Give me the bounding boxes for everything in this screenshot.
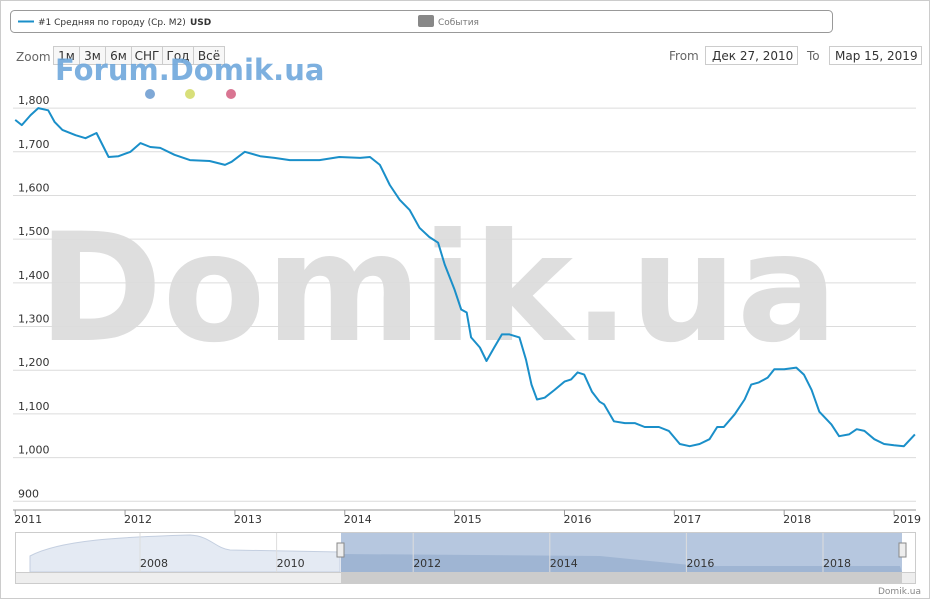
from-label: From — [669, 49, 699, 63]
x-tick-label: 2014 — [344, 513, 372, 526]
navigator-label: 2012 — [413, 557, 441, 570]
zoom-button-label: 3м — [84, 49, 101, 63]
x-tick-label: 2018 — [783, 513, 811, 526]
events-label[interactable]: События — [438, 18, 479, 28]
zoom-button-label: Год — [167, 49, 190, 63]
y-tick-label: 1,200 — [18, 356, 50, 369]
x-tick-label: 2019 — [893, 513, 921, 526]
zoom-button-label: 6м — [110, 49, 127, 63]
zoom-label: Zoom — [16, 50, 51, 64]
to-input[interactable] — [829, 46, 922, 65]
zoom-button-label: СНГ — [135, 49, 160, 63]
y-tick-label: 1,700 — [18, 138, 50, 151]
zoom-button-label: Всё — [198, 49, 220, 63]
dot — [226, 89, 236, 99]
dot — [185, 89, 195, 99]
watermark: Domik.ua — [38, 202, 838, 376]
x-tick-label: 2013 — [234, 513, 262, 526]
navigator-label: 2016 — [686, 557, 714, 570]
events-swatch — [418, 15, 434, 27]
x-tick-label: 2017 — [673, 513, 701, 526]
scrollbar-thumb[interactable] — [341, 573, 902, 583]
y-tick-label: 900 — [18, 487, 39, 500]
navigator-handle[interactable] — [898, 542, 907, 558]
navigator-handle[interactable] — [336, 542, 345, 558]
x-tick-label: 2015 — [454, 513, 482, 526]
navigator-labels: 2008 2010 2012 2014 2016 2018 — [139, 533, 851, 572]
credit: Domik.ua — [878, 587, 921, 597]
from-value[interactable]: Дек 27, 2010 — [712, 49, 793, 63]
y-tick-label: 1,400 — [18, 269, 50, 282]
zoom-button[interactable] — [193, 46, 225, 65]
y-tick-label: 1,600 — [18, 181, 50, 194]
y-tick-label: 1,100 — [18, 400, 50, 413]
navigator-label: 2010 — [277, 557, 305, 570]
x-tick-label: 2012 — [124, 513, 152, 526]
to-label: To — [806, 49, 820, 63]
x-tick-label: 2016 — [563, 513, 591, 526]
navigator-label: 2008 — [140, 557, 168, 570]
navigator-label: 2014 — [550, 557, 578, 570]
y-tick-label: 1,800 — [18, 94, 50, 107]
from-input[interactable] — [705, 46, 798, 65]
legend-unit: USD — [190, 18, 211, 28]
y-tick-label: 1,300 — [18, 313, 50, 326]
plot: 900 1,000 1,100 1,200 1,300 1,400 1,500 1,600 1,… — [13, 94, 921, 526]
navigator-label: 2018 — [823, 557, 851, 570]
y-tick-label: 1,000 — [18, 444, 50, 457]
to-value[interactable]: Мар 15, 2019 — [835, 49, 918, 63]
x-tick-label: 2011 — [14, 513, 42, 526]
brand: Forum.Domik.ua — [55, 53, 324, 87]
navigator-area — [341, 554, 902, 572]
zoom-buttons: 1м 3м 6м СНГ Год Всё — [53, 46, 225, 65]
line-series — [14, 107, 916, 448]
y-tick-label: 1,500 — [18, 225, 50, 238]
legend-label[interactable]: #1 Средняя по городу (Ср. М2) — [38, 18, 186, 28]
navigator-area — [29, 534, 341, 573]
zoom-button-label: 1м — [58, 49, 75, 63]
dot — [145, 89, 155, 99]
